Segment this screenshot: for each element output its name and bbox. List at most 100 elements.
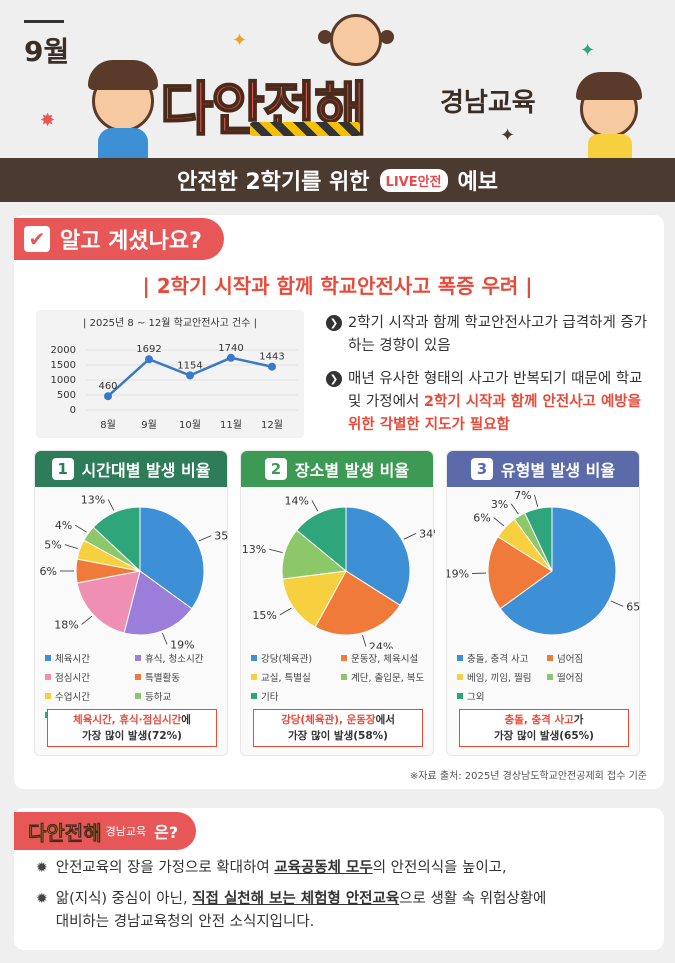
legend-label: 교실, 특별실 bbox=[261, 673, 311, 684]
star-icon: ✸ bbox=[40, 110, 56, 131]
leader-line bbox=[311, 500, 319, 512]
leader-line bbox=[493, 517, 505, 527]
legend-label: 떨어짐 bbox=[557, 673, 584, 684]
legend-label: 등하교 bbox=[145, 692, 172, 703]
slice-label: 24% bbox=[369, 641, 393, 649]
y-tick-label: 0 bbox=[70, 405, 76, 416]
legend-item: 강당(체육관) bbox=[251, 651, 341, 665]
slice-label: 19% bbox=[447, 567, 469, 580]
data-point bbox=[227, 353, 235, 362]
legend-swatch bbox=[251, 655, 257, 661]
legend-item: 충돌, 충격 사고 bbox=[457, 651, 547, 665]
data-label: 460 bbox=[98, 381, 117, 392]
legend-label: 체육시간 bbox=[55, 654, 90, 665]
leader-line bbox=[64, 544, 79, 550]
key-point-text: 2학기 시작과 함께 학교안전사고가 급격하게 증가하는 경향이 있음 bbox=[348, 315, 648, 354]
legend-item: 체육시간 bbox=[45, 651, 135, 665]
summary-text: 가장 많이 발생(72%) bbox=[81, 730, 182, 742]
legend-item: 베임, 끼임, 찔림 bbox=[457, 670, 547, 684]
about-text: 앎(지식) 중심이 아닌, bbox=[55, 891, 193, 907]
legend-label: 특별활동 bbox=[145, 673, 180, 684]
slice-label: 7% bbox=[514, 489, 531, 502]
leader-line bbox=[107, 499, 115, 511]
x-tick-label: 11월 bbox=[220, 419, 242, 431]
data-label: 1443 bbox=[259, 352, 284, 363]
y-tick-label: 500 bbox=[57, 390, 76, 401]
slice-label: 6% bbox=[40, 565, 57, 578]
section-tag: ✔ 알고 계셨나요? bbox=[14, 218, 224, 260]
legend-swatch bbox=[457, 693, 463, 699]
data-label: 1692 bbox=[136, 344, 161, 355]
gear-bullet-icon: ✹ bbox=[36, 860, 48, 876]
pie-slice bbox=[314, 570, 401, 636]
y-tick-label: 2000 bbox=[51, 345, 76, 356]
legend-swatch bbox=[251, 693, 257, 699]
arrow-right-icon: ❯ bbox=[326, 315, 342, 331]
about-line-text: 안전교육의 장을 가정으로 확대하여 교육공동체 모두의 안전의식을 높이고, bbox=[56, 857, 507, 880]
about-text: 으로 생활 속 위험상황에 bbox=[399, 891, 547, 907]
section-tag-label: 알고 계셨나요? bbox=[60, 229, 202, 254]
leader-line bbox=[198, 535, 212, 542]
y-tick-label: 1500 bbox=[51, 360, 76, 371]
slice-label: 4% bbox=[55, 519, 72, 532]
slice-label: 6% bbox=[473, 512, 490, 525]
section-headline: | 2학기 시작과 함께 학교안전사고 폭증 우려 | bbox=[142, 274, 533, 298]
legend-item: 기타 bbox=[251, 689, 341, 703]
about-logo: 다안전해 bbox=[28, 820, 102, 845]
slice-label: 15% bbox=[252, 609, 276, 622]
legend-swatch bbox=[45, 655, 51, 661]
pie-summary-box: 체육시간, 휴식·점심시간에 가장 많이 발생(72%) bbox=[47, 709, 217, 747]
legend-label: 운동장, 체육시설 bbox=[351, 654, 419, 665]
key-point: ❯ 매년 유사한 형태의 사고가 반복되기 때문에 학교 및 가정에서 2학기 … bbox=[326, 368, 656, 437]
about-line-text: 앎(지식) 중심이 아닌, 직접 실천해 보는 체험형 안전교육으로 생활 속 … bbox=[56, 888, 547, 934]
header: 9월 ✦ ✦ ✸ ✦ 다안전해 경남교육 bbox=[0, 0, 675, 158]
leader-line bbox=[279, 607, 292, 616]
star-icon: ✦ bbox=[500, 125, 516, 146]
slice-label: 5% bbox=[44, 539, 61, 552]
slice-label: 14% bbox=[284, 494, 308, 507]
pie-panel-header: 1 시간대별 발생 비율 bbox=[35, 451, 227, 487]
star-icon: ✦ bbox=[232, 30, 248, 51]
pie-slice bbox=[92, 506, 141, 573]
key-points: ❯ 2학기 시작과 함께 학교안전사고가 급격하게 증가하는 경향이 있음 ❯ … bbox=[326, 312, 656, 447]
leader-line bbox=[403, 533, 417, 540]
legend-swatch bbox=[45, 693, 51, 699]
live-safety-badge: LIVE안전 bbox=[379, 168, 448, 192]
data-point bbox=[104, 392, 112, 401]
about-text: 대비하는 경남교육청의 안전 소식지입니다. bbox=[55, 914, 315, 930]
legend-swatch bbox=[45, 674, 51, 680]
legend-label: 강당(체육관) bbox=[261, 654, 313, 665]
summary-text: 가장 많이 발생(58%) bbox=[287, 730, 388, 742]
summary-highlight: 강당(체육관), 운동장 bbox=[281, 714, 376, 726]
legend-swatch bbox=[135, 693, 141, 699]
banner-text: 안전한 2학기를 위한 bbox=[176, 170, 370, 195]
legend-item: 넘어짐 bbox=[547, 651, 637, 665]
about-text: 안전교육의 장을 가정으로 확대하여 bbox=[55, 860, 275, 876]
key-point-text: 매년 유사한 형태의 사고가 반복되기 때문에 학교 및 가정에서 2학기 시작… bbox=[348, 368, 656, 437]
leader-line bbox=[161, 632, 168, 645]
panel-title: 시간대별 발생 비율 bbox=[81, 461, 211, 480]
pie-slice bbox=[76, 570, 141, 634]
pie-slice bbox=[487, 536, 553, 610]
legend-label: 그외 bbox=[467, 692, 485, 703]
slice-label: 18% bbox=[54, 618, 78, 631]
month-divider bbox=[24, 20, 64, 23]
legend-item: 수업시간 bbox=[45, 689, 135, 703]
panel-title: 유형별 발생 비율 bbox=[500, 461, 616, 480]
key-point-text-highlight: 2학기 시작과 함께 안전사고 예방을 위한 각별한 지도가 필요함 bbox=[348, 394, 641, 433]
slice-label: 34% bbox=[419, 527, 435, 540]
pie-chart-svg: 65% 19% 6%3% 7% bbox=[447, 489, 641, 636]
x-tick-label: 10월 bbox=[179, 419, 201, 431]
legend-swatch bbox=[251, 674, 257, 680]
about-line: ✹ 안전교육의 장을 가정으로 확대하여 교육공동체 모두의 안전의식을 높이고… bbox=[36, 857, 636, 880]
legend-swatch bbox=[457, 674, 463, 680]
checkbox-icon: ✔ bbox=[24, 226, 50, 252]
summary-text: 에서 bbox=[375, 714, 395, 726]
leader-line bbox=[75, 524, 87, 533]
legend-label: 계단, 출입문, 복도 bbox=[351, 673, 425, 684]
pie-chart-svg: 34% 24% 15% 13% 14% bbox=[242, 494, 435, 649]
